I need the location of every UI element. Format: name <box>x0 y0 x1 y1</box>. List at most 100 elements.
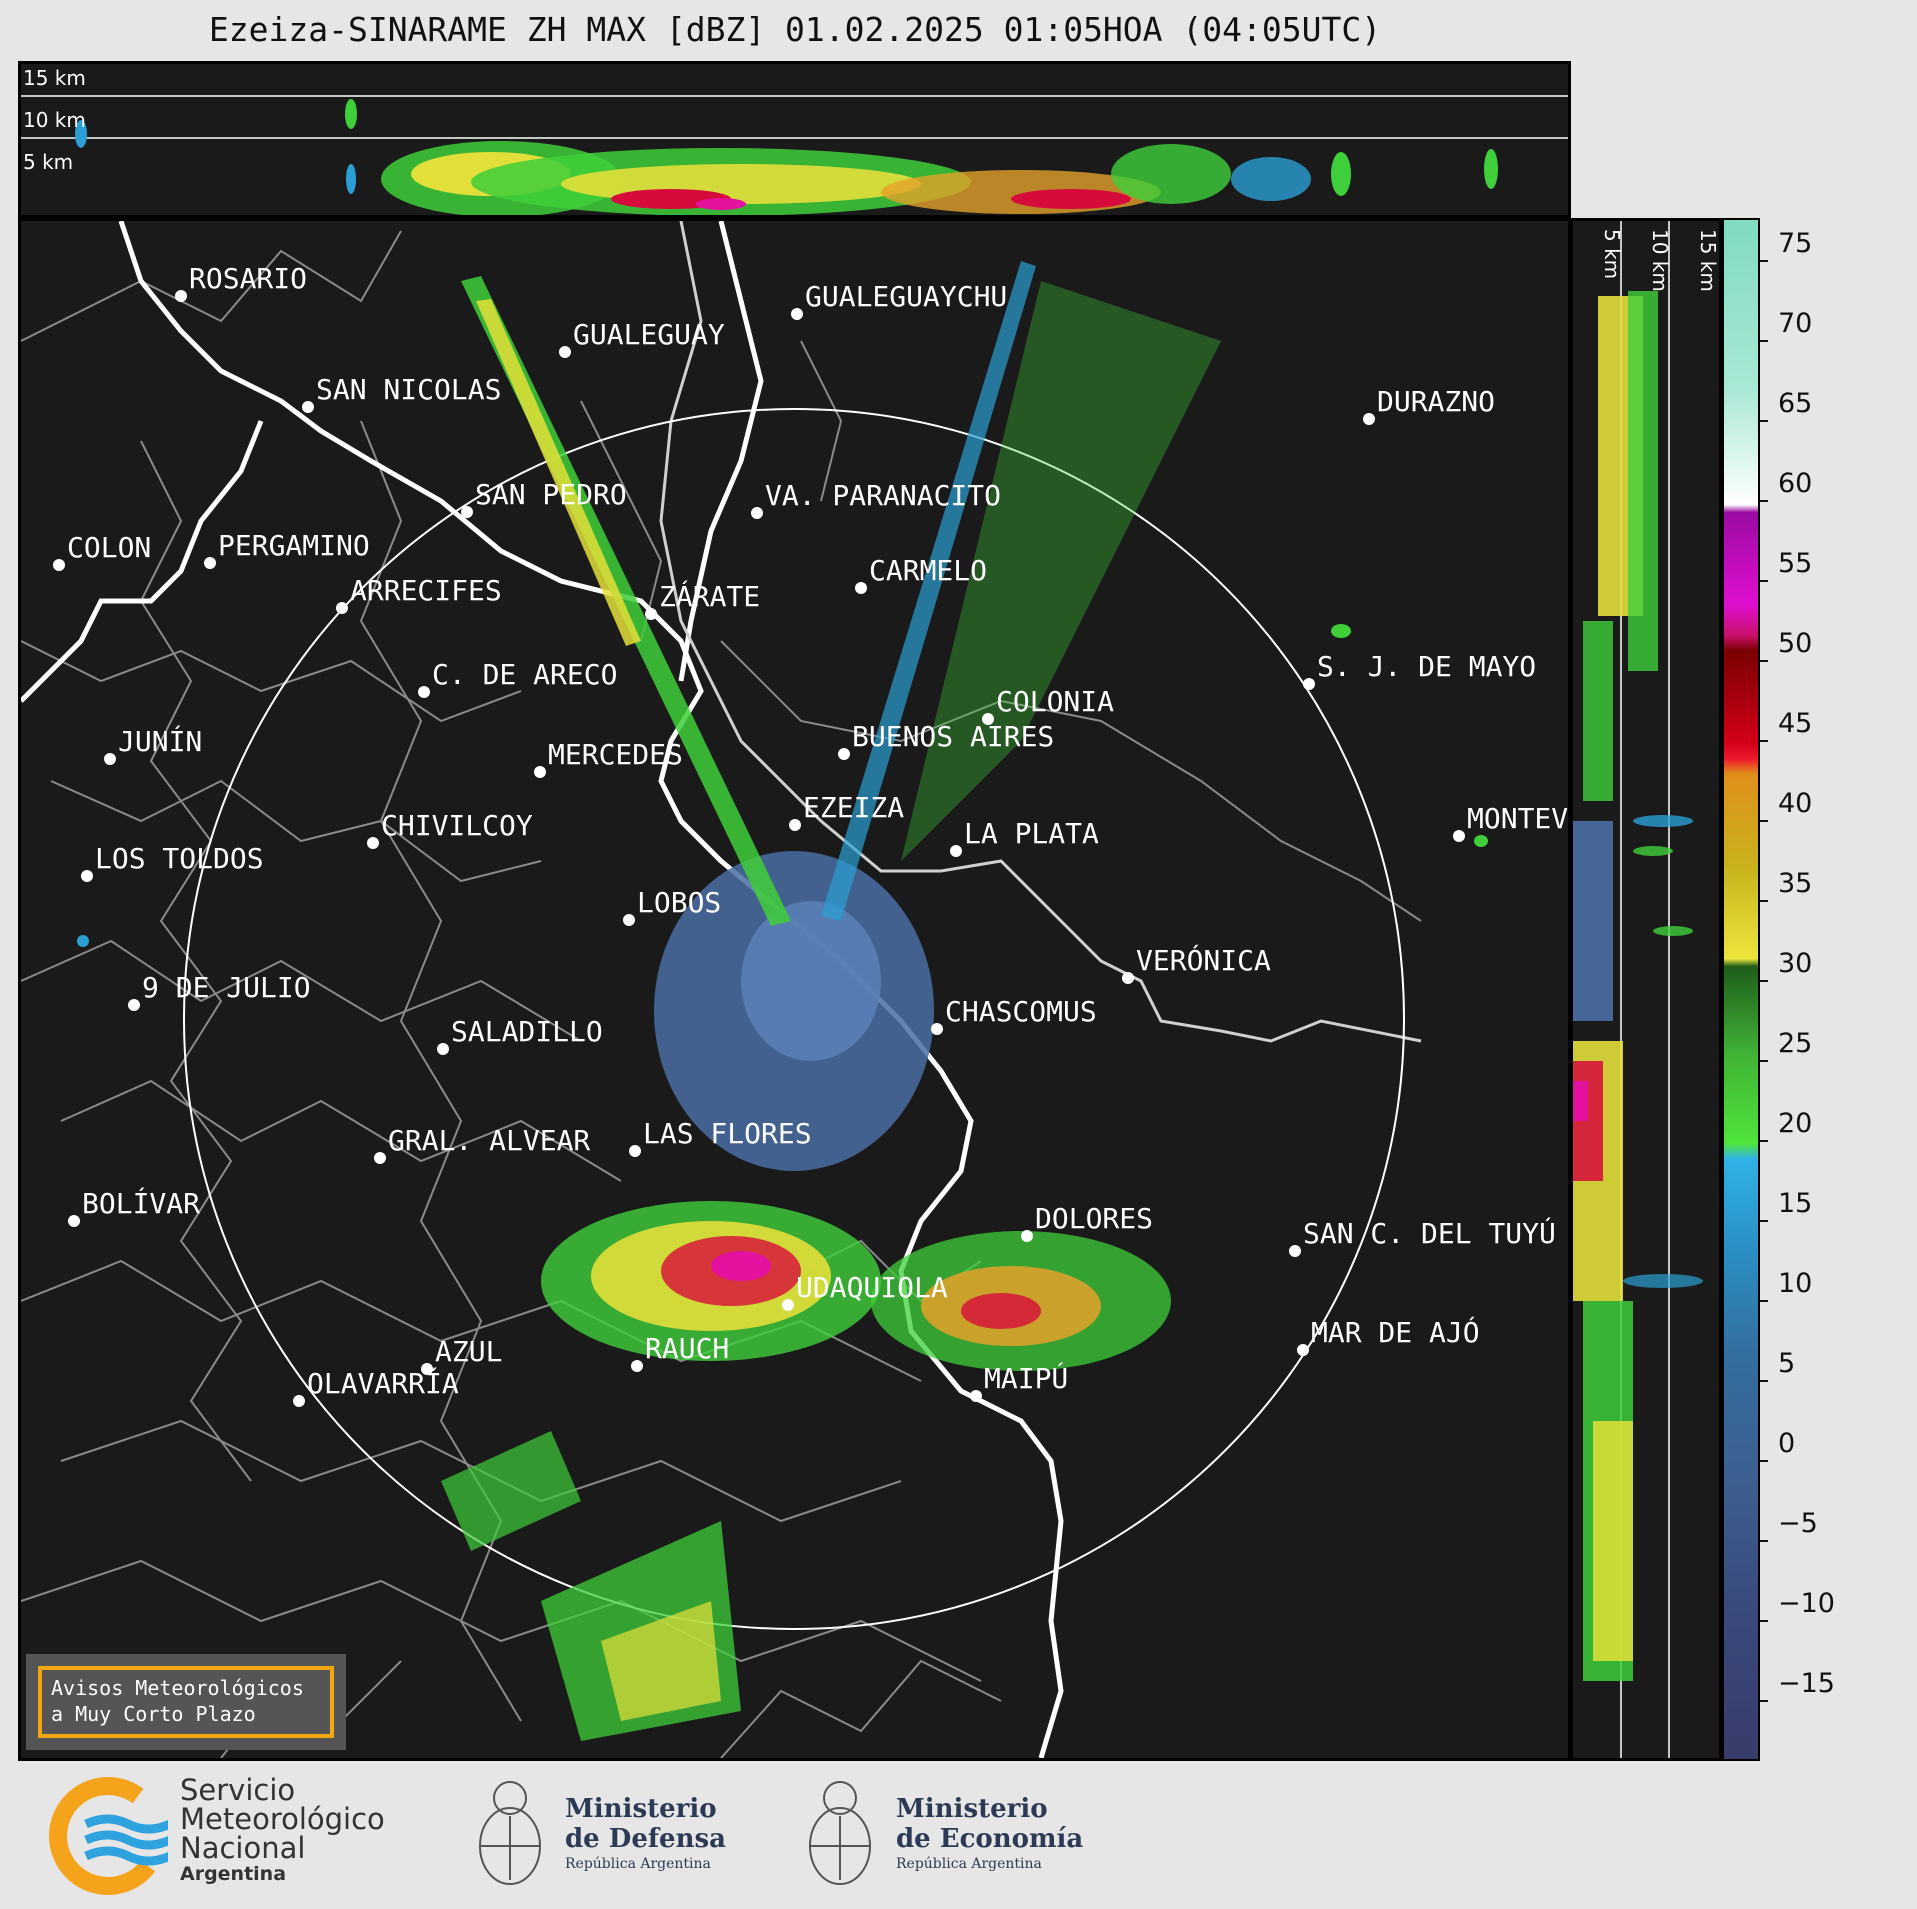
top-cross-section-panel: 15 km 10 km 5 km <box>18 61 1571 218</box>
defensa-line2: de Defensa <box>565 1824 726 1854</box>
city-label: BUENOS AIRES <box>852 720 1054 753</box>
city-label: MAIPÚ <box>984 1361 1068 1395</box>
city-label: PERGAMINO <box>218 529 370 562</box>
city-marker <box>789 819 801 831</box>
colorbar-tick: 5 <box>1760 1348 1795 1395</box>
city-label: CHASCOMUS <box>945 995 1097 1028</box>
city-label: ZÁRATE <box>659 579 760 613</box>
city-marker <box>931 1023 943 1035</box>
city-label: SAN NICOLAS <box>316 373 501 406</box>
side-height-label-10: 10 km <box>1648 229 1672 292</box>
logos-footer: Servicio Meteorológico Nacional Argentin… <box>0 1762 1917 1909</box>
colorbar-tick: 20 <box>1760 1108 1812 1155</box>
range-ring <box>183 408 1405 1630</box>
city-label: VA. PARANACITO <box>765 479 1001 512</box>
city-label: MAR DE AJÓ <box>1311 1315 1480 1349</box>
city-label: AZUL <box>435 1335 502 1368</box>
side-height-label-15: 15 km <box>1696 229 1719 292</box>
city-label: UDAQUIOLA <box>796 1271 948 1304</box>
chart-title: Ezeiza-SINARAME ZH MAX [dBZ] 01.02.2025 … <box>208 10 1382 49</box>
city-label: DURAZNO <box>1377 385 1495 418</box>
city-marker <box>461 506 473 518</box>
colorbar-tick: 60 <box>1760 468 1812 515</box>
city-marker <box>1363 413 1375 425</box>
city-label: MERCEDES <box>548 738 683 771</box>
economia-line3: República Argentina <box>896 1856 1042 1872</box>
side-cross-section-graphic: 5 km 10 km 15 km <box>1573 221 1719 1758</box>
coastline <box>21 221 1064 1758</box>
smn-line4: Argentina <box>180 1863 287 1885</box>
city-marker <box>1297 1344 1309 1356</box>
side-cross-section-panel: 5 km 10 km 15 km <box>1570 218 1722 1761</box>
city-label: CARMELO <box>869 554 987 587</box>
city-marker <box>1122 972 1134 984</box>
city-label: GRAL. ALVEAR <box>388 1124 590 1157</box>
city-marker <box>367 837 379 849</box>
city-label: LOBOS <box>637 886 721 919</box>
radar-map: ROSARIO GUALEGUAYCHU GUALEGUAY SAN NICOLAS D… <box>21 221 1568 1758</box>
city-marker <box>128 999 140 1011</box>
city-label: VERÓNICA <box>1136 943 1271 977</box>
notice-box: Avisos Meteorológicos a Muy Corto Plazo <box>26 1654 346 1750</box>
economia-line1: Ministerio <box>896 1794 1048 1824</box>
city-label: LA PLATA <box>964 817 1099 850</box>
city-label: GUALEGUAYCHU <box>805 280 1007 313</box>
coat-of-arms-defensa-icon <box>479 1781 541 1885</box>
top-height-label-5: 5 km <box>23 150 73 174</box>
city-marker <box>374 1152 386 1164</box>
notice-line2: a Muy Corto Plazo <box>51 1702 256 1726</box>
dbz-colorbar <box>1722 218 1760 1761</box>
city-marker <box>336 602 348 614</box>
city-label: ARRECIFES <box>350 574 502 607</box>
city-marker <box>782 1299 794 1311</box>
radar-echoes <box>77 261 1488 1741</box>
city-marker <box>421 1363 433 1375</box>
colorbar-tick: 75 <box>1760 228 1812 275</box>
defensa-line1: Ministerio <box>565 1794 717 1824</box>
city-label: C. DE ARECO <box>432 658 617 691</box>
smn-line1: Servicio <box>180 1773 296 1807</box>
city-label: BOLÍVAR <box>82 1186 200 1220</box>
colorbar-tick: 35 <box>1760 868 1812 915</box>
city-label: ROSARIO <box>189 262 307 295</box>
city-marker <box>418 686 430 698</box>
city-marker <box>534 766 546 778</box>
city-label: SAN PEDRO <box>475 478 627 511</box>
colorbar-tick: −15 <box>1760 1668 1835 1715</box>
city-marker <box>791 308 803 320</box>
top-height-label-15: 15 km <box>23 66 86 90</box>
colorbar-tick: 0 <box>1760 1428 1795 1475</box>
city-marker <box>631 1360 643 1372</box>
city-marker <box>204 557 216 569</box>
city-marker <box>104 753 116 765</box>
city-label: COLONIA <box>996 685 1114 718</box>
economia-line2: de Economía <box>896 1824 1084 1854</box>
city-marker <box>175 290 187 302</box>
city-marker <box>629 1145 641 1157</box>
city-marker <box>81 870 93 882</box>
city-label: CHIVILCOY <box>381 809 533 842</box>
defensa-line3: República Argentina <box>565 1856 711 1872</box>
smn-line2: Meteorológico <box>180 1802 385 1836</box>
city-marker <box>855 582 867 594</box>
colorbar-tick: 40 <box>1760 788 1812 835</box>
colorbar-tick: 15 <box>1760 1188 1812 1235</box>
city-marker <box>623 914 635 926</box>
city-marker <box>838 748 850 760</box>
city-label: JUNÍN <box>118 724 202 758</box>
colorbar-tick: −5 <box>1760 1508 1818 1555</box>
colorbar-tick: 70 <box>1760 308 1812 355</box>
colorbar-tick: 45 <box>1760 708 1812 755</box>
city-layer: ROSARIO GUALEGUAYCHU GUALEGUAY SAN NICOLAS D… <box>53 262 1568 1407</box>
top-cross-section-graphic: 15 km 10 km 5 km <box>21 66 1568 215</box>
city-label: RAUCH <box>645 1332 729 1365</box>
city-marker <box>751 507 763 519</box>
city-marker <box>1021 1230 1033 1242</box>
city-marker <box>437 1043 449 1055</box>
colorbar-tick: 65 <box>1760 388 1812 435</box>
city-marker <box>1303 678 1315 690</box>
notice-line1: Avisos Meteorológicos <box>51 1676 304 1700</box>
city-label: COLON <box>67 531 151 564</box>
top-height-label-10: 10 km <box>23 108 86 132</box>
city-marker <box>982 713 994 725</box>
